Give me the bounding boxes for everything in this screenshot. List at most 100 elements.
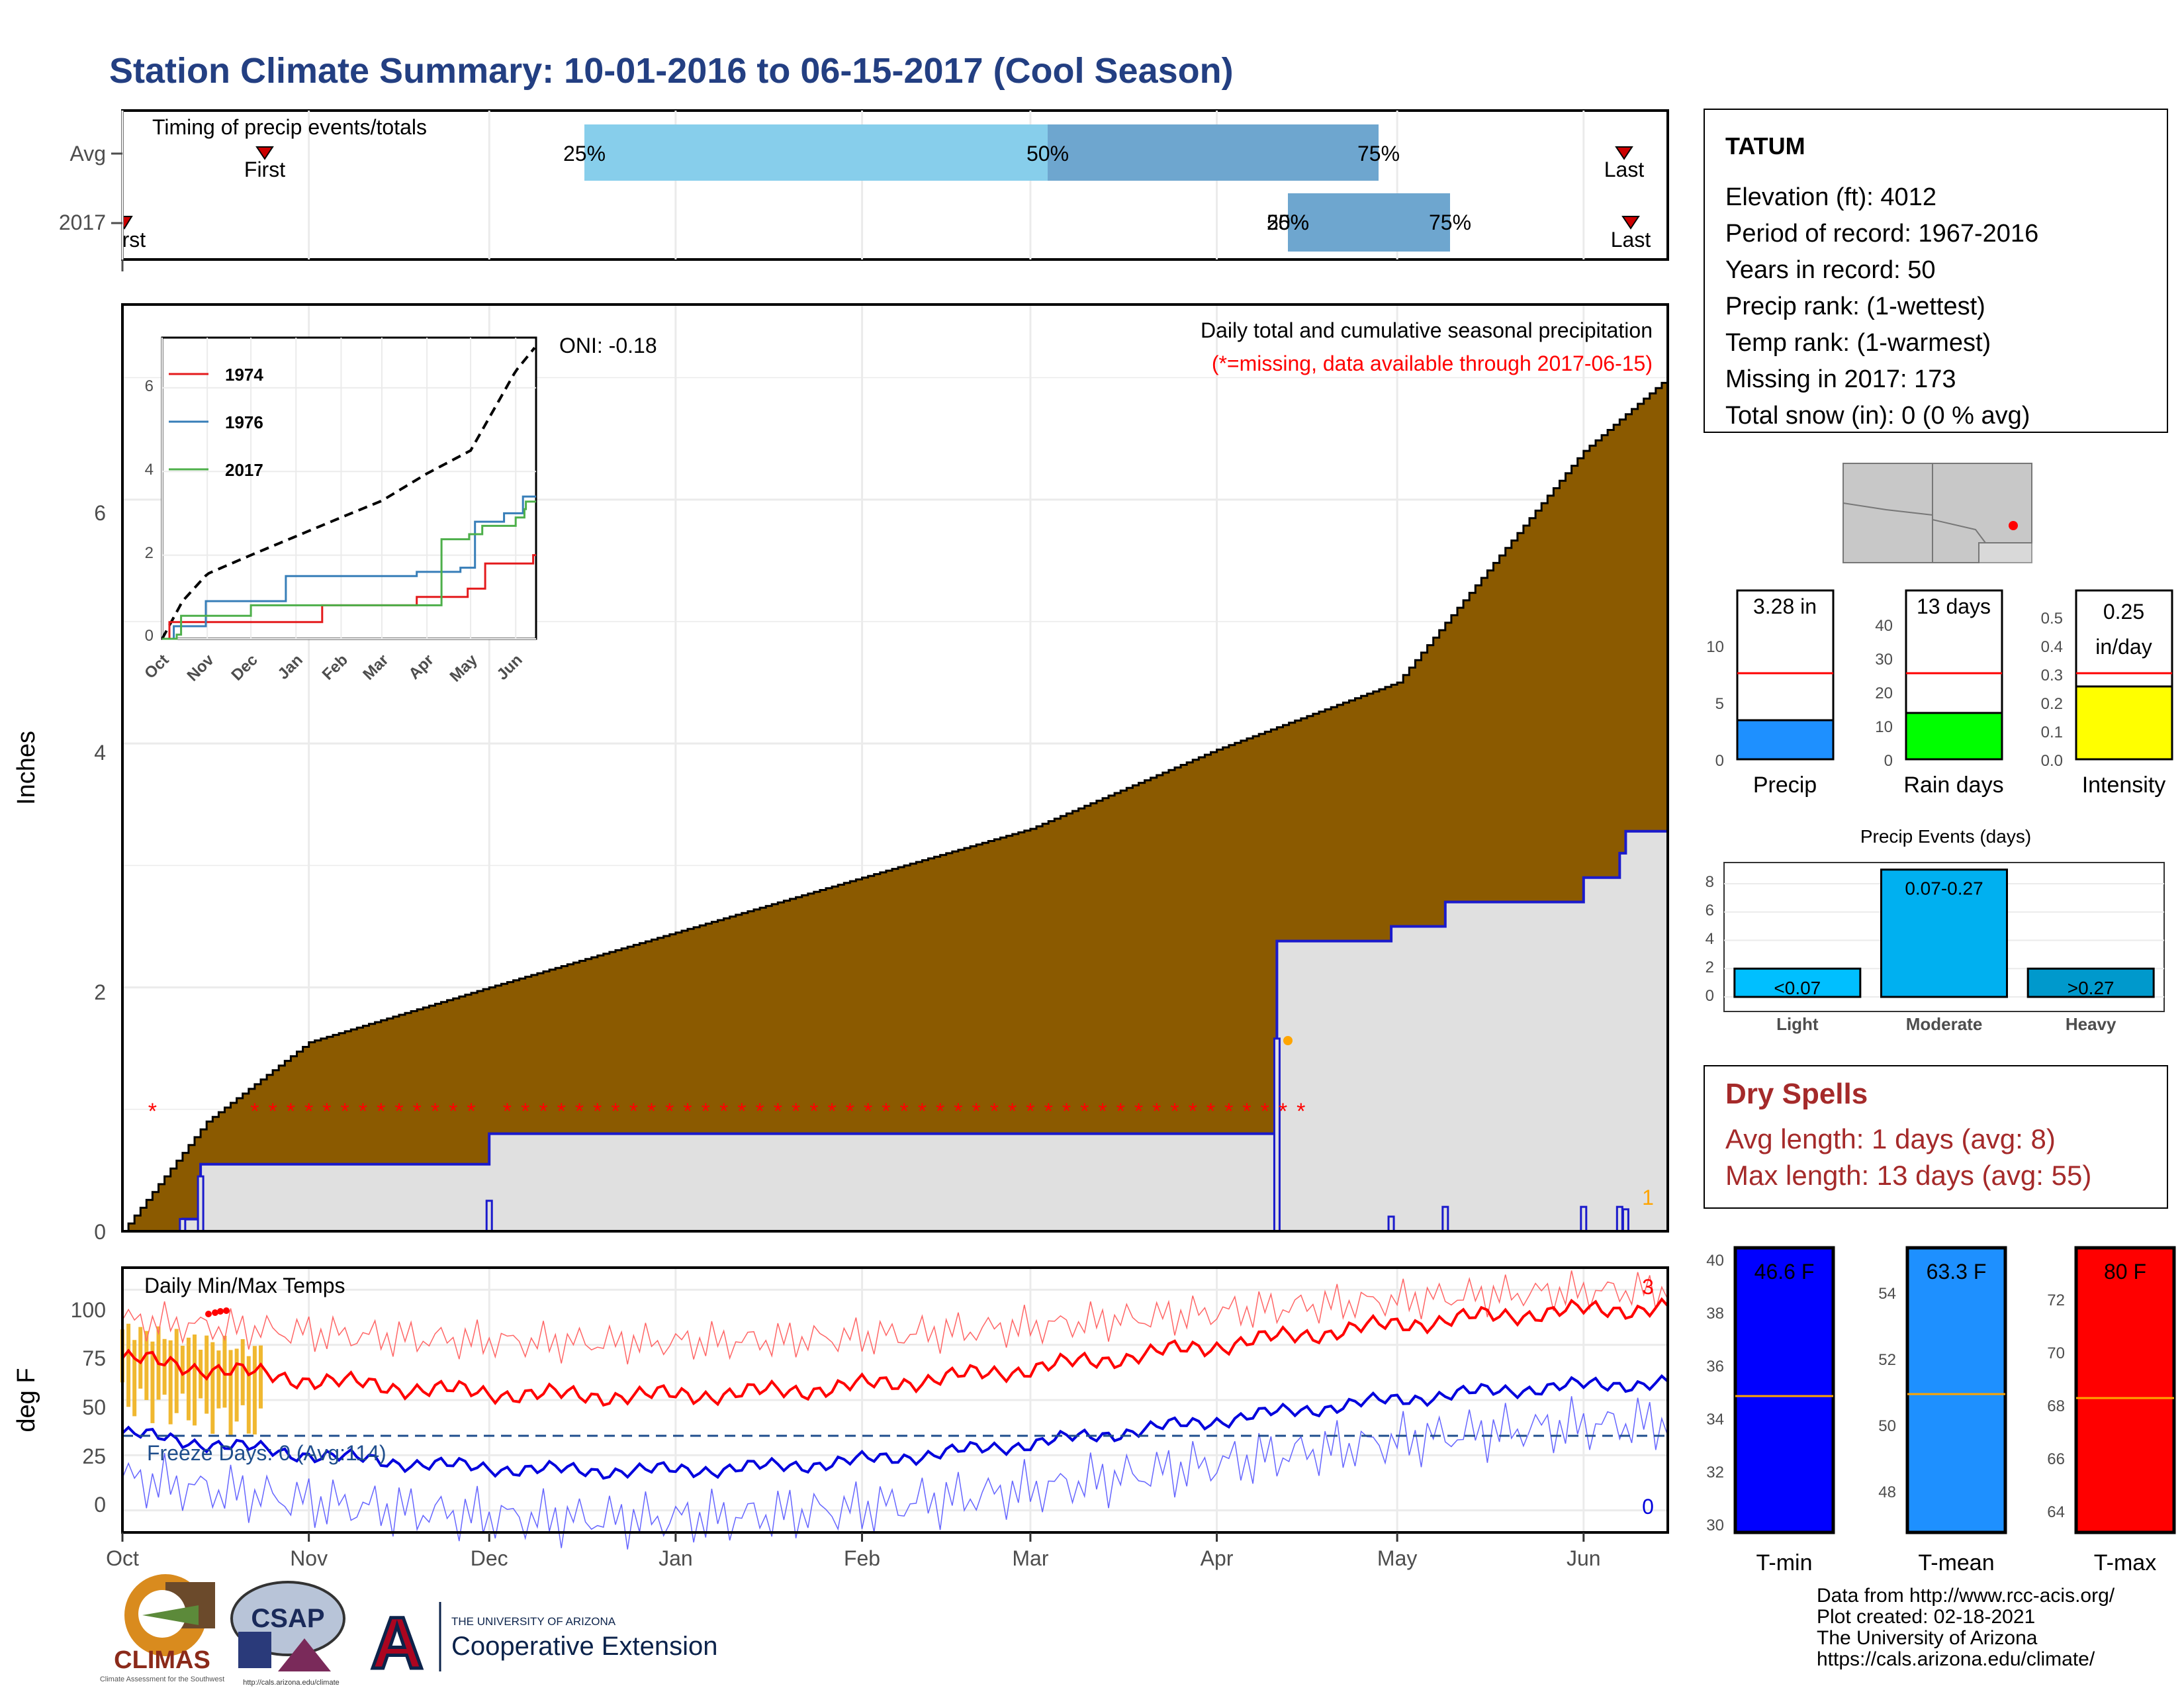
- missing-marker: *: [900, 1099, 909, 1124]
- missing-marker: *: [449, 1099, 457, 1124]
- events-bar-label-heavy: >0.27: [2068, 978, 2115, 998]
- missing-marker: *: [1279, 1099, 1287, 1124]
- temp-ytick-75: 75: [82, 1346, 106, 1370]
- gauge-raindays-tick-40: 40: [1875, 617, 1893, 635]
- missing-marker: *: [322, 1099, 331, 1124]
- missing-marker: *: [250, 1099, 259, 1124]
- precip-events-chart: Precip Events (days) <0.07 Light 0.07-0.27…: [1706, 826, 2165, 1034]
- temp-xtick-nov: Nov: [290, 1546, 328, 1570]
- missing-marker: *: [629, 1099, 638, 1124]
- missing-marker: *: [918, 1099, 927, 1124]
- avg-p50-label: 50%: [1026, 142, 1069, 165]
- tmax-record-line: [122, 1270, 1668, 1365]
- gauge-intensity-tick-3: 0.3: [2041, 667, 2063, 684]
- dry-spells-max: Max length: 13 days (avg: 55): [1725, 1160, 2091, 1191]
- missing-markers: * * * * * * * * * * * * * * * * * * * * * * * * * * * * * * * * * * * * * * * *…: [148, 1099, 1306, 1124]
- precip-ytick-6: 6: [94, 501, 106, 525]
- tgauge-mean-label: T-mean: [1918, 1550, 1994, 1575]
- y2017-first-marker: [124, 216, 133, 230]
- tgauge-max-tick-68: 68: [2047, 1397, 2065, 1415]
- temp-xtick-may: May: [1377, 1546, 1417, 1570]
- locator-map: [1843, 463, 2032, 563]
- ua-name: THE UNIVERSITY OF ARIZONA: [451, 1615, 616, 1628]
- tgauge-min-label: T-min: [1756, 1550, 1813, 1575]
- avg-last-label: Last: [1604, 158, 1645, 181]
- tgauge-max-bar: [2074, 1246, 2176, 1534]
- inset-2017-line: [162, 500, 537, 640]
- station-snow: Total snow (in): 0 (0 % avg): [1725, 402, 2030, 430]
- missing-marker: *: [792, 1099, 800, 1124]
- daily-precip-bar: [1441, 1205, 1449, 1233]
- inset-chart: 1974 1976 2017 0 2 4 6 Oct Nov Dec Jan Feb Ma…: [141, 336, 537, 686]
- y2017-first-clip: First: [124, 216, 146, 252]
- temp-ylabel: deg F: [13, 1368, 40, 1432]
- temp-count-max: 3: [1642, 1275, 1654, 1299]
- missing-marker: *: [1026, 1099, 1034, 1124]
- y2017-last-marker: [1621, 216, 1640, 230]
- gauge-raindays: 13 days 0 10 20 30 40 Rain days: [1875, 589, 2004, 798]
- dry-spells-box: Dry Spells Avg length: 1 days (avg: 8) M…: [1704, 1065, 2168, 1209]
- avg-first-label: First: [244, 158, 285, 181]
- events-category-light: Light: [1776, 1014, 1819, 1034]
- missing-marker: *: [864, 1099, 872, 1124]
- tgauge-mean-value: 63.3 F: [1927, 1260, 1987, 1284]
- missing-marker: *: [431, 1099, 439, 1124]
- station-temp-rank: Temp rank: (1-warmest): [1725, 329, 1991, 357]
- figure-title: Station Climate Summary: 10-01-2016 to 0…: [109, 51, 1234, 91]
- dry-spells-avg: Avg length: 1 days (avg: 8): [1725, 1123, 2056, 1154]
- events-bar-label-moderate: 0.07-0.27: [1905, 878, 1983, 899]
- tgauge-min: 46.6 F 30 32 34 36 38 40 T-min: [1706, 1246, 1835, 1575]
- missing-marker: *: [539, 1099, 547, 1124]
- missing-marker: *: [882, 1099, 890, 1124]
- daily-precip-bar: [1580, 1205, 1588, 1233]
- missing-marker: *: [269, 1099, 277, 1124]
- missing-marker: *: [1206, 1099, 1215, 1124]
- tmin-avg-line: [121, 1374, 1669, 1480]
- station-elevation: Elevation (ft): 4012: [1725, 183, 1936, 211]
- inset-ytick-6: 6: [145, 377, 154, 395]
- daily-precip-bar: [1621, 1208, 1629, 1233]
- missing-marker: *: [1261, 1099, 1269, 1124]
- tgauge-min-tick-38: 38: [1706, 1305, 1724, 1323]
- climas-logo: CLIMAS Climate Assessment for the Southw…: [100, 1574, 224, 1683]
- gauge-raindays-tick-0: 0: [1884, 752, 1893, 770]
- ua-a-icon: A: [371, 1603, 423, 1684]
- missing-marker: *: [1224, 1099, 1233, 1124]
- missing-marker: *: [521, 1099, 529, 1124]
- missing-marker: *: [1297, 1099, 1305, 1124]
- missing-marker: *: [954, 1099, 962, 1124]
- events-bars: <0.07 Light 0.07-0.27 Moderate >0.27 Heavy: [1733, 868, 2155, 1034]
- observed-temp-bar: [210, 1342, 215, 1434]
- events-ytick-0: 0: [1706, 987, 1714, 1005]
- missing-marker: *: [846, 1099, 854, 1124]
- daily-precip-bar: [1273, 1037, 1281, 1233]
- inset-1974-line: [162, 554, 537, 640]
- observed-temp-bar: [222, 1335, 227, 1408]
- missing-marker: *: [755, 1099, 764, 1124]
- gauge-raindays-bar: [1905, 712, 2003, 761]
- events-category-moderate: Moderate: [1906, 1014, 1983, 1034]
- gauge-raindays-tick-20: 20: [1875, 684, 1893, 702]
- precip-ytick-4: 4: [94, 741, 106, 765]
- inset-grid: [161, 338, 536, 639]
- temp-ytick-0: 0: [94, 1493, 106, 1517]
- inset-ytick-4: 4: [145, 461, 154, 479]
- temp-xtick-apr: Apr: [1201, 1546, 1234, 1570]
- tgauge-min-tick-40: 40: [1706, 1252, 1724, 1270]
- missing-marker: *: [1098, 1099, 1107, 1124]
- gauge-precip-value: 3.28 in: [1753, 594, 1817, 618]
- temp-label: Daily Min/Max Temps: [144, 1274, 345, 1297]
- inset-avg-line: [161, 347, 536, 639]
- y2017-last-label: Last: [1611, 228, 1651, 252]
- missing-marker: *: [394, 1099, 403, 1124]
- missing-note: (*=missing, data available through 2017-…: [1212, 352, 1653, 375]
- gauge-raindays-tick-30: 30: [1875, 651, 1893, 669]
- y2017-p50-label: 50%: [1267, 211, 1309, 234]
- temp-panel: Daily Min/Max Temps Freeze Days: 0 (Avg:…: [13, 1266, 1669, 1570]
- inset-ytick-2: 2: [145, 544, 154, 562]
- tgauge-mean: 63.3 F 48 50 52 54 56 T-mean: [1878, 1246, 2007, 1575]
- avg-p25-label: 25%: [563, 142, 606, 165]
- timing-label: Timing of precip events/totals: [152, 115, 427, 139]
- observed-temp-bar: [180, 1345, 185, 1394]
- gauge-raindays-label: Rain days: [1903, 773, 2003, 798]
